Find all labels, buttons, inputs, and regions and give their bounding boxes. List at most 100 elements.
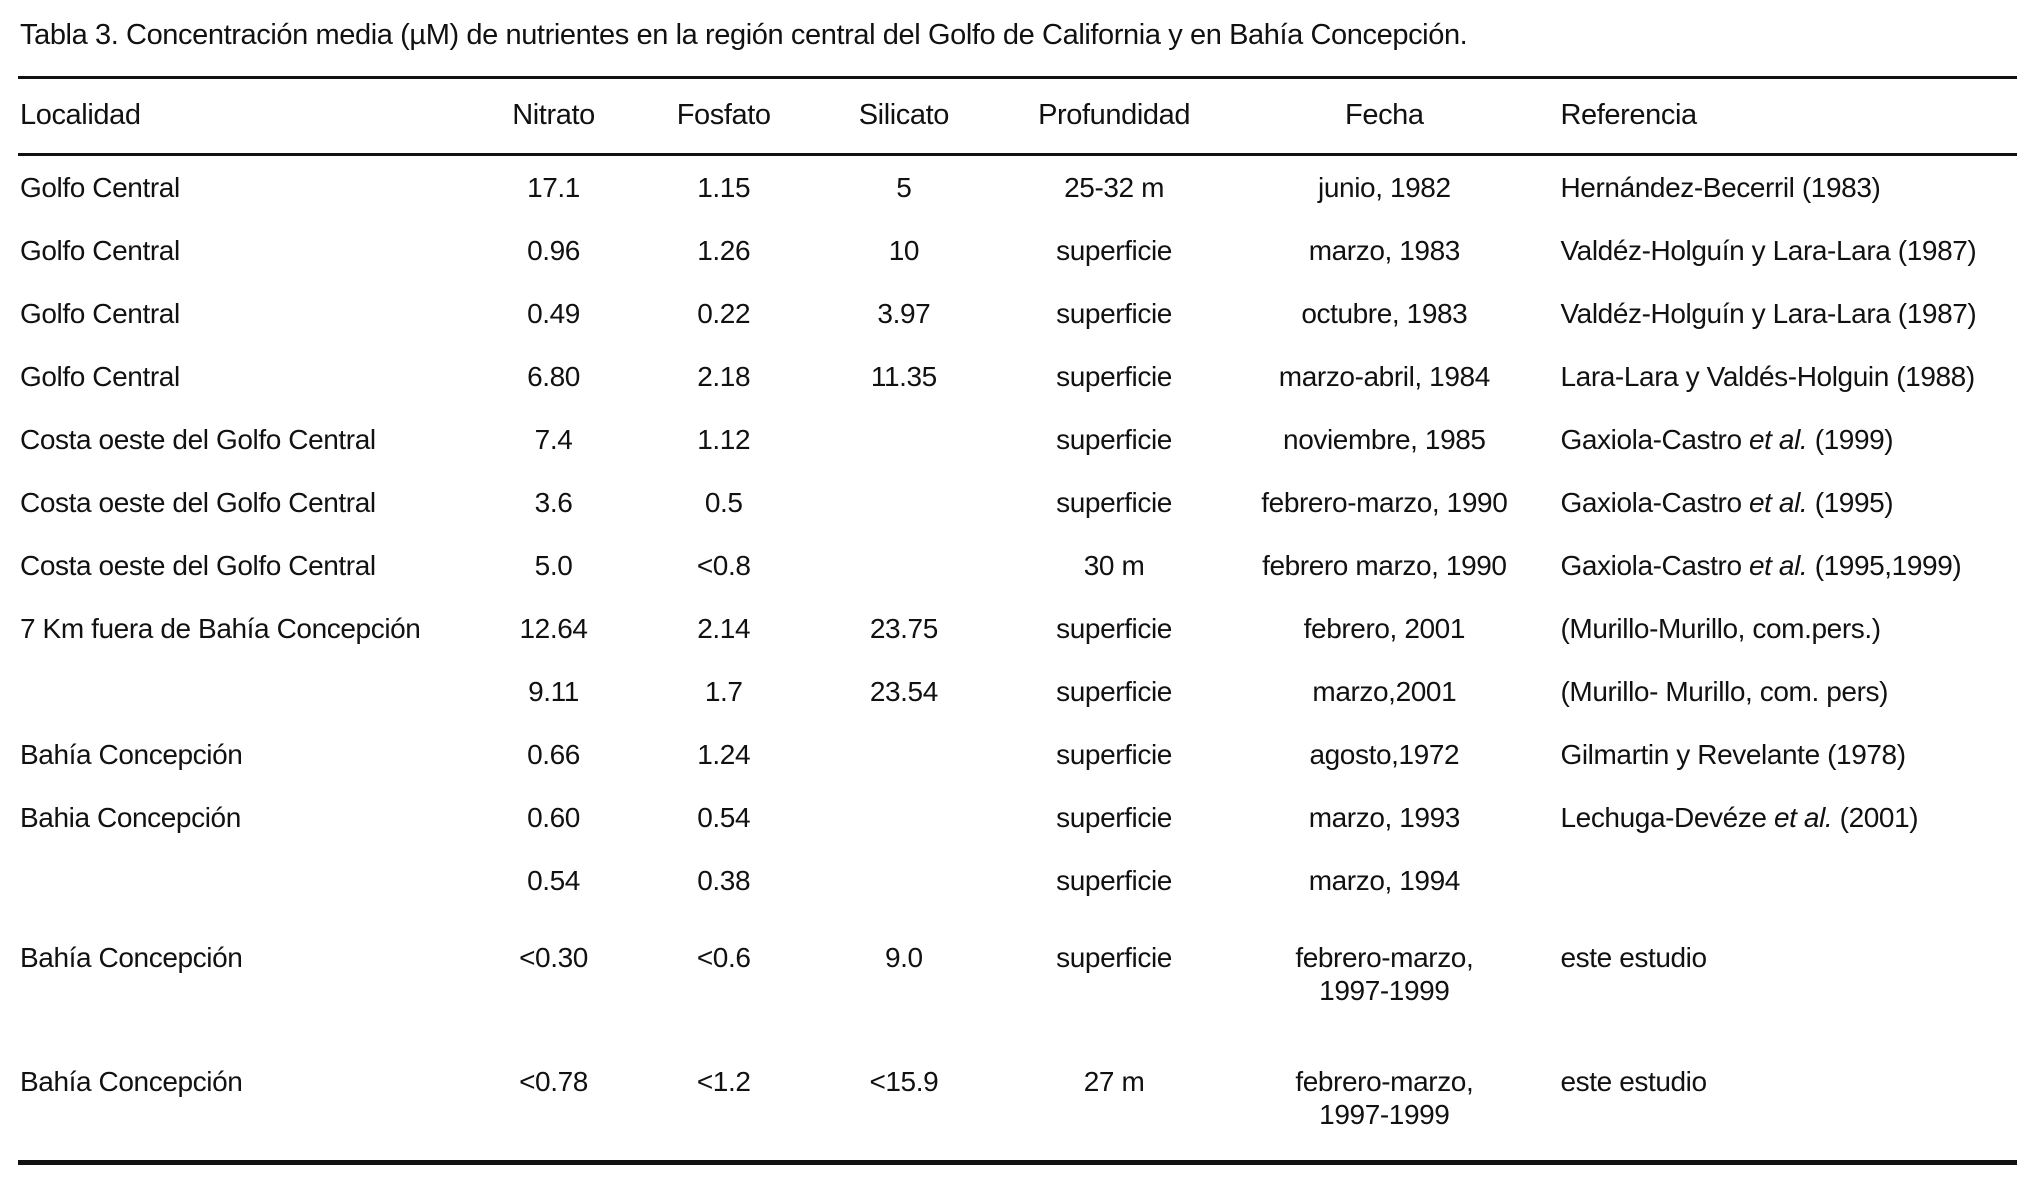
cell-fecha: noviembre, 1985 [1283, 424, 1486, 455]
cell-referencia: (Murillo- Murillo, com. pers) [1534, 660, 2017, 723]
table-row: 7 Km fuera de Bahía Concepción 12.64 2.14 2… [18, 597, 2017, 660]
cell-silicato [814, 849, 994, 912]
header-fecha: Fecha [1234, 79, 1535, 156]
cell-silicato [814, 723, 994, 786]
cell-referencia: Valdéz-Holguín y Lara-Lara (1987) [1534, 219, 2017, 282]
cell-fosfato: 1.15 [697, 172, 751, 203]
table-row: Golfo Central 17.1 1.15 5 25-32 m junio, 1982… [18, 155, 2017, 220]
cell-localidad: Bahía Concepción [20, 942, 243, 973]
cell-localidad: Golfo Central [20, 172, 180, 203]
cell-localidad: Bahia Concepción [20, 802, 241, 833]
cell-fecha: febrero-marzo, 1997-1999 [1295, 1066, 1474, 1130]
cell-referencia: este estudio [1534, 912, 2017, 1036]
cell-referencia: este estudio [1534, 1036, 2017, 1163]
header-localidad: Localidad [18, 79, 474, 156]
header-referencia: Referencia [1534, 79, 2017, 156]
cell-profundidad: 25-32 m [1064, 172, 1165, 203]
header-silicato: Silicato [813, 79, 994, 156]
table-row: Golfo Central 0.49 0.22 3.97 superficie octub… [18, 282, 2017, 345]
cell-nitrato: 0.54 [527, 865, 580, 896]
cell-silicato [814, 534, 994, 597]
cell-nitrato: 0.66 [527, 739, 580, 770]
cell-silicato: 3.97 [877, 298, 931, 329]
cell-fecha: marzo, 1983 [1308, 235, 1461, 266]
cell-silicato: 11.35 [870, 361, 937, 392]
cell-nitrato: 6.80 [527, 361, 580, 392]
cell-nitrato: <0.30 [519, 942, 588, 973]
header-profundidad: Profundidad [993, 79, 1235, 156]
cell-localidad: Bahía Concepción [20, 739, 243, 770]
cell-nitrato: 17.1 [527, 172, 580, 203]
header-fosfato: Fosfato [633, 79, 814, 156]
cell-profundidad: superficie [1056, 676, 1172, 707]
cell-localidad: Bahía Concepción [20, 1066, 243, 1097]
reference-segment: (1995,1999) [1807, 550, 1962, 581]
cell-fecha: marzo,2001 [1312, 676, 1457, 707]
cell-fecha: febrero, 2001 [1303, 613, 1466, 644]
cell-profundidad: superficie [1056, 487, 1172, 518]
table-row: Golfo Central 6.80 2.18 11.35 superficie marz… [18, 345, 2017, 408]
cell-referencia: (Murillo-Murillo, com.pers.) [1534, 597, 2017, 660]
cell-fosfato: 2.14 [697, 613, 751, 644]
reference-segment: Gaxiola-Castro [1560, 487, 1749, 518]
cell-silicato: 5 [896, 172, 912, 203]
cell-localidad: 7 Km fuera de Bahía Concepción [20, 613, 421, 644]
cell-profundidad: 27 m [1083, 1066, 1145, 1097]
cell-referencia: Hernández-Becerril (1983) [1534, 155, 2017, 220]
cell-profundidad: superficie [1056, 865, 1172, 896]
table-body: Golfo Central 17.1 1.15 5 25-32 m junio, 1982… [18, 155, 2017, 1163]
table-row: Bahía Concepción 0.66 1.24 superficie agosto… [18, 723, 2017, 786]
cell-localidad: Costa oeste del Golfo Central [20, 424, 376, 455]
reference-segment: (Murillo- Murillo, com. pers) [1560, 676, 1889, 707]
cell-localidad: Golfo Central [20, 235, 180, 266]
nutrients-table: Localidad Nitrato Fosfato Silicato Profu… [18, 79, 2017, 1165]
reference-segment: Lechuga-Devéze [1560, 802, 1774, 833]
cell-fosfato: 1.24 [697, 739, 751, 770]
reference-segment: Hernández-Becerril (1983) [1560, 172, 1881, 203]
cell-nitrato: 0.60 [527, 802, 580, 833]
header-nitrato: Nitrato [473, 79, 634, 156]
cell-profundidad: superficie [1056, 235, 1172, 266]
cell-nitrato: <0.78 [519, 1066, 588, 1097]
cell-localidad: Golfo Central [20, 298, 180, 329]
cell-profundidad: superficie [1056, 298, 1172, 329]
cell-fecha: febrero marzo, 1990 [1262, 550, 1507, 581]
cell-localidad: Golfo Central [20, 361, 180, 392]
cell-localidad: Costa oeste del Golfo Central [20, 550, 376, 581]
cell-referencia: Valdéz-Holguín y Lara-Lara (1987) [1534, 282, 2017, 345]
table-caption: Tabla 3. Concentración media (µM) de nut… [18, 16, 2017, 79]
cell-fecha: octubre, 1983 [1301, 298, 1468, 329]
reference-segment: (1995) [1807, 487, 1894, 518]
cell-profundidad: superficie [1056, 802, 1172, 833]
cell-nitrato: 0.96 [527, 235, 580, 266]
cell-fecha: junio, 1982 [1318, 172, 1451, 203]
cell-silicato: 23.75 [869, 613, 938, 644]
table-row: Costa oeste del Golfo Central 3.6 0.5 super… [18, 471, 2017, 534]
table-row: Costa oeste del Golfo Central 7.4 1.12 supe… [18, 408, 2017, 471]
cell-fosfato: <0.8 [696, 550, 751, 581]
cell-silicato [814, 408, 994, 471]
cell-silicato: 9.0 [885, 942, 923, 973]
cell-nitrato: 7.4 [534, 424, 573, 455]
header-row: Localidad Nitrato Fosfato Silicato Profu… [18, 79, 2017, 156]
cell-silicato: <15.9 [869, 1066, 939, 1097]
cell-fosfato: 1.12 [697, 424, 751, 455]
reference-segment: Valdéz-Holguín y Lara-Lara (1987) [1560, 298, 1977, 329]
cell-fosfato: <1.2 [696, 1066, 751, 1097]
cell-referencia: Lara-Lara y Valdés-Holguin (1988) [1534, 345, 2017, 408]
cell-silicato [814, 471, 994, 534]
reference-italic-segment: et al. [1749, 424, 1808, 455]
reference-segment: Lara-Lara y Valdés-Holguin (1988) [1560, 361, 1975, 392]
cell-fecha: marzo, 1993 [1308, 802, 1461, 833]
cell-nitrato: 12.64 [519, 613, 588, 644]
cell-localidad [18, 660, 473, 723]
table-row: 9.11 1.7 23.54 superficie marzo,2001 (Murillo… [18, 660, 2017, 723]
reference-italic-segment: et al. [1749, 487, 1808, 518]
cell-referencia: Gilmartin y Revelante (1978) [1534, 723, 2017, 786]
cell-nitrato: 9.11 [528, 676, 579, 707]
reference-italic-segment: et al. [1749, 550, 1808, 581]
cell-nitrato: 0.49 [527, 298, 580, 329]
cell-fosfato: 0.38 [697, 865, 751, 896]
cell-referencia: Gaxiola-Castro et al. (1995) [1534, 471, 2017, 534]
